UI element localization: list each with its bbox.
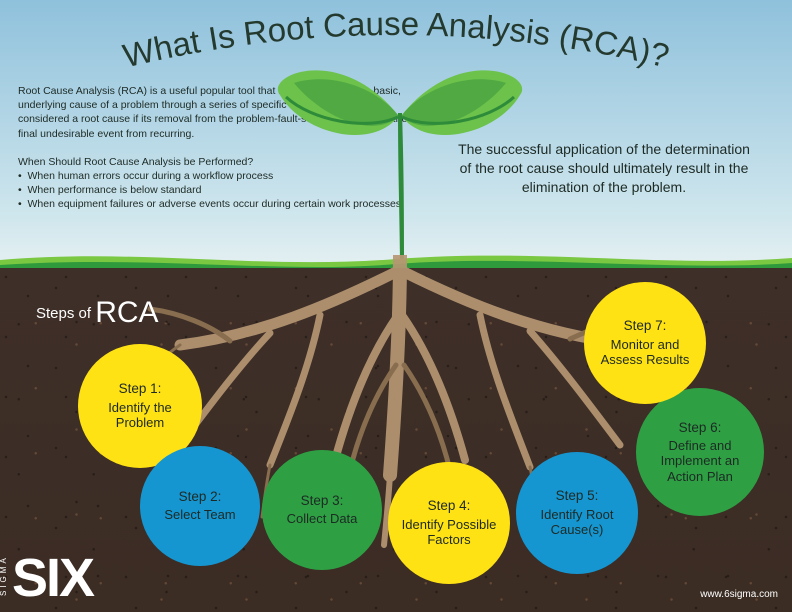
intro-question: When Should Root Cause Analysis be Perfo… [18,155,418,169]
step-circle-7: Step 7: Monitor and Assess Results [584,282,706,404]
step-label: Collect Data [277,511,368,527]
intro-bullet: • When performance is below standard [18,183,418,197]
step-number: Step 1: [119,381,162,397]
logo-side-text: SIGMA [0,555,8,596]
step-circle-5: Step 5: Identify Root Cause(s) [516,452,638,574]
step-label: Identify the Problem [78,400,202,431]
website-url: www.6sigma.com [700,589,778,600]
step-number: Step 6: [679,420,722,436]
intro-bullet: • When equipment failures or adverse eve… [18,197,418,211]
intro-block: Root Cause Analysis (RCA) is a useful po… [18,84,418,211]
step-number: Step 4: [428,498,471,514]
step-number: Step 5: [556,488,599,504]
step-label: Identify Possible Factors [388,517,510,548]
intro-paragraph: Root Cause Analysis (RCA) is a useful po… [18,84,418,141]
step-circle-6: Step 6: Define and Implement an Action Pl… [636,388,764,516]
step-number: Step 2: [179,489,222,505]
step-circle-4: Step 4: Identify Possible Factors [388,462,510,584]
step-number: Step 3: [301,493,344,509]
callout-text: The successful application of the determ… [454,140,754,197]
step-label: Define and Implement an Action Plan [636,438,764,485]
step-label: Select Team [154,507,245,523]
six-sigma-logo: SIGMA SIX [12,556,93,602]
step-label: Monitor and Assess Results [584,337,706,368]
step-circle-3: Step 3: Collect Data [262,450,382,570]
step-circle-2: Step 2: Select Team [140,446,260,566]
step-number: Step 7: [624,318,667,334]
logo-main-text: SIX [12,556,93,602]
steps-heading-main: RCA [95,296,158,329]
intro-bullet: • When human errors occur during a workf… [18,169,418,183]
steps-heading: Steps of RCA [36,296,159,330]
step-label: Identify Root Cause(s) [516,507,638,538]
steps-heading-prefix: Steps of [36,305,91,322]
